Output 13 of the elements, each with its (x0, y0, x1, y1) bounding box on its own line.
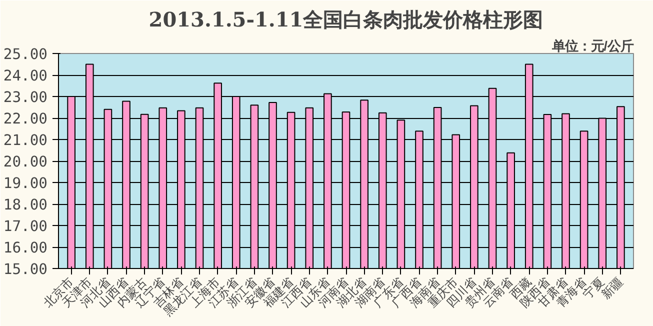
y-tick-label: 16.00 (3, 240, 48, 256)
y-tick-label: 18.00 (3, 196, 48, 214)
y-tick-label: 20.00 (3, 154, 48, 170)
y-tick-label: 25.00 (3, 46, 48, 63)
chart-title: 2013.1.5-1.11全国白条肉批发价格柱形图 (148, 8, 544, 32)
y-tick-label: 17.00 (3, 218, 48, 235)
y-tick-label: 22.00 (3, 110, 48, 128)
text: 单位：元/公斤 (550, 38, 634, 54)
y-tick-label: 15.00 (3, 261, 48, 278)
y-tick-label: 23.00 (3, 89, 48, 106)
y-tick-label: 19.00 (3, 175, 48, 192)
y-tick-label: 21.00 (3, 132, 48, 149)
y-tick-label: 24.00 (3, 68, 48, 84)
